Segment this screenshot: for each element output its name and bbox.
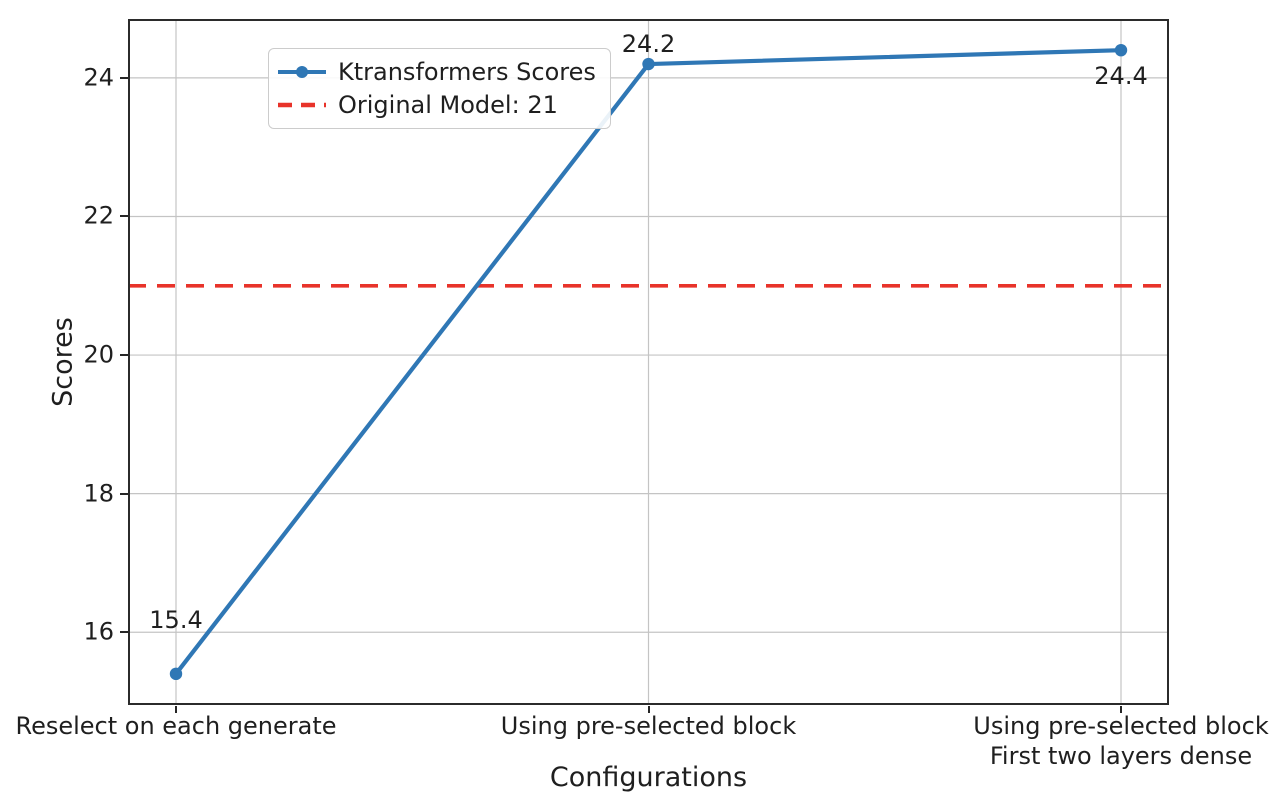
plot-border — [128, 19, 1169, 705]
legend-item-reference: Original Model: 21 — [277, 91, 596, 119]
x-tick-label: Using pre-selected block First two layer… — [973, 712, 1269, 770]
y-tick-mark — [120, 76, 128, 79]
x-axis-title: Configurations — [549, 762, 748, 793]
reference-line-swatch-icon — [278, 102, 326, 108]
y-tick-mark — [120, 354, 128, 357]
series-line-swatch-icon — [278, 66, 326, 78]
x-tick-mark — [175, 706, 177, 713]
x-tick-label: Using pre-selected block — [500, 712, 797, 740]
y-tick-mark — [120, 631, 128, 634]
x-tick-label: Reselect on each generate — [15, 712, 337, 740]
x-tick-mark — [647, 706, 650, 713]
legend-reference-label: Original Model: 21 — [338, 91, 558, 119]
y-tick-label: 20 — [83, 340, 114, 369]
legend-item-series: Ktransformers Scores — [277, 58, 596, 86]
y-tick-mark — [120, 492, 128, 495]
data-point-marker — [642, 57, 655, 71]
y-tick-label: 22 — [83, 201, 114, 230]
value-label: 15.4 — [149, 606, 202, 634]
y-tick-label: 24 — [83, 63, 114, 92]
x-tick-mark — [1120, 706, 1122, 713]
y-tick-mark — [120, 215, 128, 218]
legend: Ktransformers Scores Original Model: 21 — [268, 48, 611, 129]
plot-canvas: 15.4 24.2 24.4 — [128, 19, 1169, 705]
value-label: 24.4 — [1094, 62, 1147, 90]
y-tick-label: 16 — [83, 617, 114, 646]
value-label: 24.2 — [622, 30, 675, 58]
data-point-marker — [169, 667, 183, 681]
data-point-marker — [1114, 43, 1128, 57]
y-tick-label: 18 — [83, 479, 114, 508]
plot-area: 15.4 24.2 24.4 Ktransformers Scores Origin… — [128, 19, 1169, 705]
legend-series-label: Ktransformers Scores — [338, 58, 596, 86]
